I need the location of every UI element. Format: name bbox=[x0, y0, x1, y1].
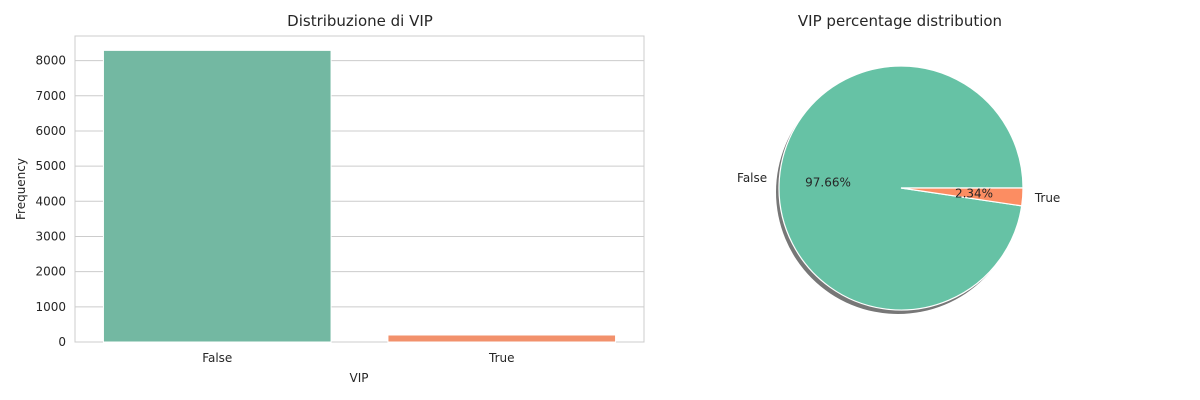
bar-x-tick-label: True bbox=[488, 351, 515, 365]
bar-true bbox=[387, 334, 617, 343]
pie-percent-label: 97.66% bbox=[805, 176, 851, 190]
bar-y-axis-label: Frequency bbox=[14, 158, 28, 220]
pie-category-label: False bbox=[737, 171, 767, 185]
bar-y-tick-label: 7000 bbox=[35, 89, 66, 103]
pie-chart-title: VIP percentage distribution bbox=[798, 12, 1002, 30]
bar-y-tick-label: 6000 bbox=[35, 124, 66, 138]
bar-y-ticks: 0 1000 2000 3000 4000 5000 6000 7000 8000 bbox=[35, 54, 66, 349]
bar-y-tick-label: 5000 bbox=[35, 159, 66, 173]
pie-percent-label: 2.34% bbox=[955, 186, 993, 200]
bar-y-tick-label: 1000 bbox=[35, 300, 66, 314]
bar-y-tick-label: 2000 bbox=[35, 265, 66, 279]
bar-chart: Distribuzione di VIP 0 1000 2000 3000 4000 50… bbox=[14, 12, 645, 385]
bar-x-tick-label: False bbox=[202, 351, 232, 365]
pie-slice-true bbox=[900, 187, 1024, 207]
bar-series bbox=[102, 49, 617, 343]
bar-x-axis-label: VIP bbox=[350, 371, 369, 385]
bar-chart-title: Distribuzione di VIP bbox=[287, 12, 433, 30]
bar-y-tick-label: 3000 bbox=[35, 229, 66, 243]
pie-category-label: True bbox=[1034, 191, 1061, 205]
pie-slices bbox=[778, 65, 1024, 311]
pie-labels: False 97.66% True 2.34% bbox=[737, 171, 1060, 205]
pie-chart: VIP percentage distribution False 97.66% T… bbox=[737, 12, 1060, 314]
bar-y-tick-label: 8000 bbox=[35, 54, 66, 68]
bar-x-ticks: False True bbox=[202, 351, 514, 365]
bar-y-tick-label: 4000 bbox=[35, 194, 66, 208]
bar-false bbox=[102, 49, 332, 343]
bar-y-tick-label: 0 bbox=[58, 335, 66, 349]
